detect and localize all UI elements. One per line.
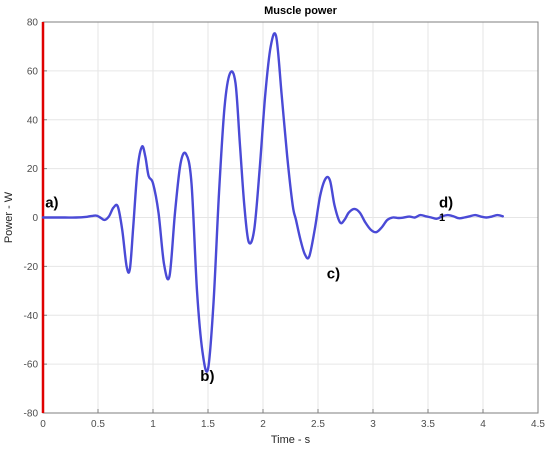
y-axis-label: Power - W: [3, 191, 15, 243]
x-tick-label: 1.5: [201, 419, 215, 430]
x-tick-label: 0.5: [91, 419, 105, 430]
x-tick-label: 0: [40, 419, 46, 430]
y-tick-label: 20: [27, 164, 39, 175]
y-tick-label: 40: [27, 115, 39, 126]
y-tick-label: -80: [24, 409, 39, 420]
y-tick-label: 0: [32, 213, 38, 224]
y-tick-label: 80: [27, 18, 39, 29]
x-tick-label: 1: [150, 419, 156, 430]
chart-title: Muscle power: [264, 5, 337, 17]
x-tick-label: 4: [480, 419, 486, 430]
annotation-label: d): [439, 195, 453, 212]
x-tick-label: 2.5: [311, 419, 325, 430]
x-axis-label: Time - s: [271, 434, 311, 446]
power-series-line: [41, 32, 504, 373]
annotation-label: c): [327, 266, 340, 283]
x-tick-label: 3: [370, 419, 376, 430]
y-tick-label: 60: [27, 66, 39, 77]
annotations: a) b) c) d)1: [45, 195, 453, 386]
y-tick-label: -60: [24, 360, 39, 371]
x-tick-label: 2: [260, 419, 266, 430]
x-tick-label: 3.5: [421, 419, 435, 430]
x-tick-label: 4.5: [531, 419, 545, 430]
annotation-label: a): [45, 195, 58, 212]
annotation-label: 1: [439, 212, 445, 224]
y-tick-label: -40: [24, 311, 39, 322]
x-axis-ticks: 0 0.5 1 1.5 2 2.5 3 3.5 4 4.5: [40, 409, 545, 430]
y-tick-label: -20: [24, 262, 39, 273]
annotation-label: b): [200, 368, 214, 385]
